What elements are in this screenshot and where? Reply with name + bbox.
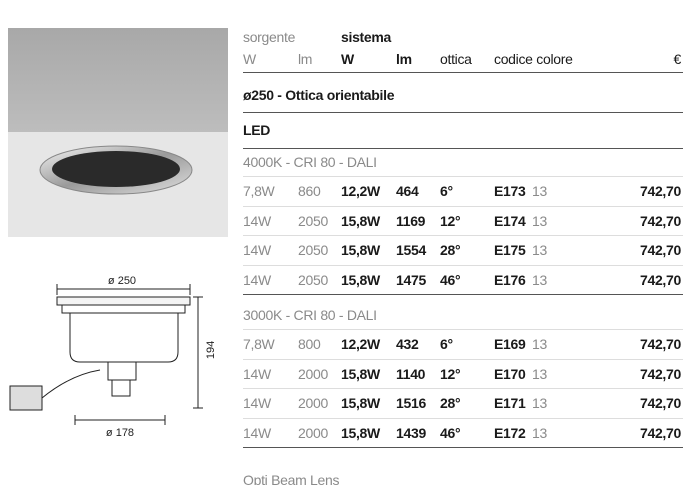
cell: 1439 [396, 424, 426, 441]
cell: 6° [440, 183, 453, 199]
column-header: € [673, 51, 682, 67]
cell: 14W [243, 395, 271, 411]
cell: 742,70 [639, 242, 681, 258]
cell: 860 [298, 183, 321, 199]
cell: 7,8W [243, 183, 275, 199]
cell: 13 [532, 395, 547, 411]
column-header: W [243, 51, 256, 67]
cell: 12,2W [341, 336, 380, 352]
cell: 1169 [396, 212, 426, 229]
cell: 15,8W [341, 424, 380, 441]
rule [243, 176, 683, 177]
cell: E169 [494, 336, 526, 352]
cell: 2050 [298, 212, 328, 229]
cell: 12° [440, 365, 461, 382]
cell: 2050 [298, 271, 328, 288]
rule [243, 417, 683, 419]
cell: 1516 [396, 395, 426, 411]
technical-drawing [9, 284, 203, 425]
cell: 14W [243, 365, 271, 382]
cell: 46° [440, 424, 461, 441]
cell: 12° [440, 212, 461, 229]
cell: 13 [532, 242, 547, 258]
cell: 742,70 [639, 424, 681, 441]
cell: 15,8W [341, 365, 380, 382]
cell: 2000 [298, 395, 328, 411]
rule [243, 329, 683, 330]
header-group: sistema [341, 29, 392, 45]
header-group: sorgente [243, 29, 296, 45]
cell: E171 [494, 395, 526, 411]
cell: 28° [440, 395, 461, 411]
cell: E173 [494, 183, 526, 199]
cell: 12,2W [341, 183, 380, 199]
product-images: ø 250 194 ø 178 [8, 28, 228, 439]
cell: 15,8W [341, 212, 380, 229]
group-label: 3000K - CRI 80 - DALI [243, 307, 377, 323]
rule [243, 294, 683, 295]
cell: E170 [494, 365, 526, 382]
cell: 13 [532, 424, 547, 441]
rule [243, 447, 683, 448]
cell: 742,70 [639, 336, 681, 352]
cell: 742,70 [639, 212, 681, 229]
rule [243, 72, 683, 73]
cell: 13 [532, 212, 547, 229]
cell: 1140 [396, 365, 426, 382]
cell: 15,8W [341, 242, 380, 258]
cell: 2050 [298, 242, 328, 258]
column-header: lm [396, 51, 412, 67]
cell: 464 [396, 183, 419, 199]
cell: 14W [243, 212, 271, 229]
cell: 1554 [396, 242, 426, 258]
dim-bottom: ø 178 [106, 427, 134, 439]
rule [243, 148, 683, 149]
cell: 2000 [298, 365, 328, 382]
cell: 6° [440, 336, 453, 352]
cell: 13 [532, 365, 547, 382]
cell: 742,70 [639, 395, 681, 411]
cell: 13 [532, 336, 547, 352]
column-header: codice colore [494, 51, 573, 67]
cell: 742,70 [639, 183, 681, 199]
group-label: 4000K - CRI 80 - DALI [243, 154, 377, 170]
section-subtitle: LED [243, 122, 271, 138]
section-title: ø250 - Ottica orientabile [243, 87, 395, 103]
cell: 13 [532, 271, 547, 288]
cell: 14W [243, 424, 271, 441]
rule [243, 358, 683, 360]
cell: E172 [494, 424, 526, 441]
cell: 7,8W [243, 336, 275, 352]
rule [243, 264, 683, 266]
rule [243, 205, 683, 207]
rule [243, 112, 683, 113]
column-header: ottica [440, 51, 472, 67]
cell: E176 [494, 271, 526, 288]
cell: 742,70 [639, 365, 681, 382]
dim-height: 194 [205, 341, 217, 359]
cell: 1475 [396, 271, 426, 288]
footnote: Opti Beam Lens [243, 472, 340, 485]
cell: 800 [298, 336, 321, 352]
dim-top: ø 250 [108, 275, 136, 287]
cell: E174 [494, 212, 526, 229]
cell: 13 [532, 183, 547, 199]
rule [243, 388, 683, 389]
photo-wall [8, 28, 228, 132]
cell: 15,8W [341, 271, 380, 288]
cell: 28° [440, 242, 461, 258]
column-header: lm [298, 51, 313, 67]
rule [243, 235, 683, 236]
cell: 14W [243, 271, 271, 288]
cell: 14W [243, 242, 271, 258]
fixture-lens [52, 151, 180, 187]
column-header: W [341, 51, 354, 67]
cell: E175 [494, 242, 526, 258]
cell: 742,70 [639, 271, 681, 288]
cell: 15,8W [341, 395, 380, 411]
cell: 432 [396, 336, 419, 352]
cell: 46° [440, 271, 461, 288]
cell: 2000 [298, 424, 328, 441]
